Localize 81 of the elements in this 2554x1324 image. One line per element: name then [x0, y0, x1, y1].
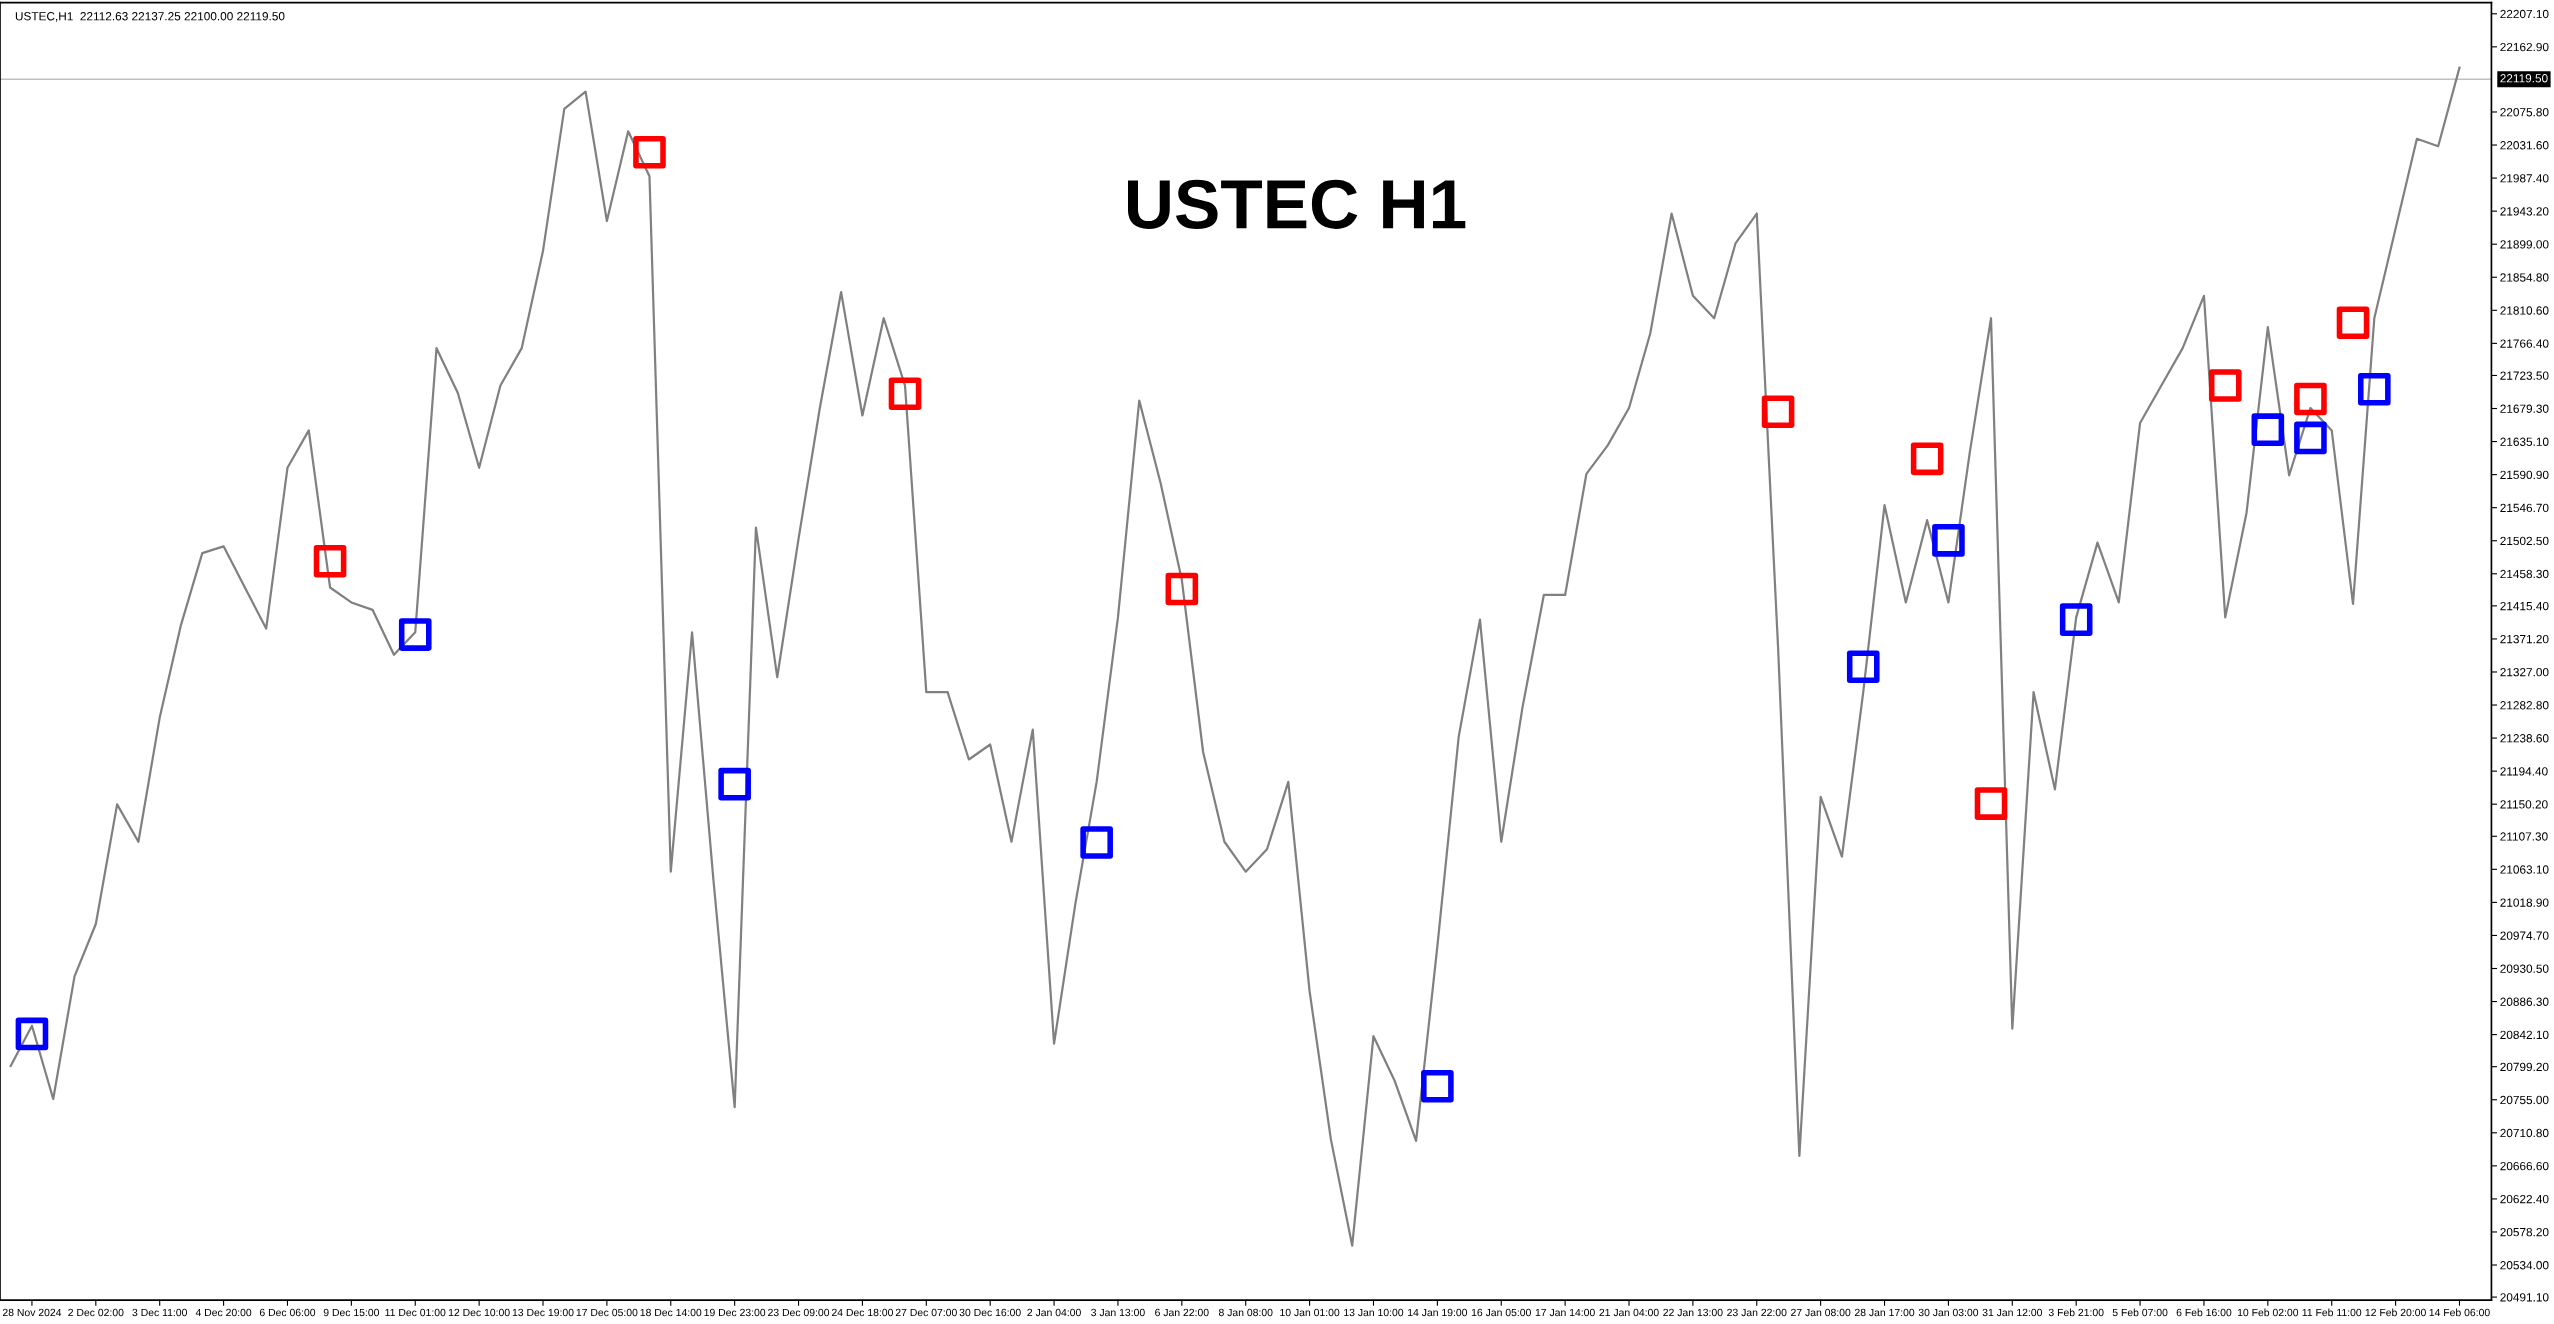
y-tick-label: 21107.30	[2500, 832, 2548, 841]
y-tick-label: 20974.70	[2500, 931, 2549, 940]
y-tick-label: 20622.40	[2500, 1194, 2549, 1204]
y-tick-label: 21282.80	[2500, 701, 2549, 710]
y-tick-label: 20578.20	[2500, 1228, 2549, 1237]
y-tick-label: 20799.20	[2500, 1062, 2549, 1072]
y-tick-label: 21238.60	[2500, 734, 2549, 743]
y-tick-label: 21546.70	[2500, 503, 2549, 513]
x-tick-label: 6 Feb 16:00	[2176, 1308, 2232, 1317]
annotation: USTEC,H1 22112.63 22137.25 22100.00 22119.50	[15, 12, 285, 22]
y-tick-label: 20930.50	[2500, 964, 2549, 973]
text: USTEC H1	[1128, 179, 1466, 229]
x-tick-label: 17 Jan 14:00	[1535, 1308, 1595, 1317]
x-tick-label: 8 Jan 08:00	[1218, 1308, 1273, 1317]
x-tick-label: 24 Dec 18:00	[831, 1308, 893, 1317]
x-tick-label: 2 Dec 02:00	[68, 1308, 124, 1317]
x-tick-label: 3 Dec 11:00	[132, 1308, 187, 1317]
x-tick-label: 2 Jan 04:00	[1027, 1308, 1081, 1317]
y-tick-label: 21502.50	[2500, 536, 2549, 546]
y-tick-label: 20491.10	[2500, 1293, 2549, 1302]
x-tick-label: 31 Jan 12:00	[1982, 1308, 2043, 1317]
y-tick-label: 22162.90	[2500, 42, 2549, 52]
x-tick-label: 3 Jan 13:00	[1091, 1308, 1145, 1317]
y-tick-label: 20534.00	[2500, 1261, 2549, 1270]
y-tick-label: 21415.40	[2500, 601, 2549, 611]
x-tick-label: 17 Dec 05:00	[576, 1308, 638, 1317]
x-tick-label: 23 Dec 09:00	[768, 1308, 830, 1317]
y-tick-label: 21987.40	[2500, 174, 2549, 183]
x-tick-label: 28 Jan 17:00	[1854, 1308, 1915, 1317]
x-tick-label: 13 Dec 19:00	[512, 1308, 574, 1317]
y-tick-label: 21590.90	[2500, 470, 2549, 480]
y-tick-label: 21723.50	[2500, 371, 2549, 380]
x-tick-label: 30 Jan 03:00	[1918, 1308, 1979, 1317]
x-tick-label: 19 Dec 23:00	[704, 1308, 766, 1317]
x-tick-label: 11 Feb 11:00	[2302, 1308, 2362, 1317]
y-tick-label: 21943.20	[2500, 207, 2549, 216]
y-tick-label: 20710.80	[2500, 1128, 2549, 1138]
y-tick-label: 21854.80	[2500, 273, 2549, 282]
x-tick-label: 11 Dec 01:00	[385, 1308, 446, 1317]
x-tick-label: 10 Jan 01:00	[1280, 1308, 1340, 1317]
x-tick-label: 14 Feb 06:00	[2429, 1308, 2490, 1317]
x-tick-label: 12 Dec 10:00	[448, 1308, 510, 1317]
x-tick-label: 27 Jan 08:00	[1791, 1308, 1851, 1317]
x-tick-label: 6 Dec 06:00	[259, 1308, 316, 1317]
y-tick-label: 21679.30	[2500, 404, 2549, 413]
y-tick-label: 20886.30	[2500, 997, 2549, 1006]
y-tick-label: 22031.60	[2500, 141, 2549, 150]
x-tick-label: 16 Jan 05:00	[1471, 1308, 1531, 1317]
x-tick-label: 27 Dec 07:00	[895, 1308, 957, 1317]
y-tick-label: 21194.40	[2500, 767, 2548, 776]
y-tick-label: 21899.00	[2500, 240, 2549, 249]
y-tick-label: 20666.60	[2500, 1161, 2549, 1171]
x-tick-label: 6 Jan 22:00	[1155, 1308, 1209, 1317]
y-tick-label: 20755.00	[2500, 1095, 2549, 1105]
x-tick-label: 10 Feb 02:00	[2237, 1308, 2299, 1317]
y-tick-label: 21810.60	[2500, 306, 2549, 315]
y-tick-label: 21150.20	[2500, 800, 2548, 809]
y-tick-label: 21063.10	[2500, 865, 2549, 874]
x-tick-label: 5 Feb 07:00	[2112, 1308, 2168, 1317]
x-tick-label: 18 Dec 14:00	[640, 1308, 702, 1317]
y-tick-label: 21766.40	[2500, 339, 2549, 348]
x-tick-label: 21 Jan 04:00	[1599, 1308, 1659, 1317]
x-tick-label: 14 Jan 19:00	[1408, 1308, 1468, 1317]
y-tick-label: 21018.90	[2500, 898, 2549, 907]
x-tick-label: 30 Dec 16:00	[959, 1308, 1021, 1317]
x-tick-label: 13 Jan 10:00	[1344, 1308, 1404, 1317]
y-tick-label: 21371.20	[2500, 634, 2549, 644]
x-tick-label: 3 Feb 21:00	[2048, 1308, 2104, 1317]
x-tick-label: 9 Dec 15:00	[323, 1308, 380, 1317]
x-tick-label: 28 Nov 2024	[2, 1308, 62, 1317]
y-tick-label: 21458.30	[2500, 569, 2549, 579]
x-tick-label: 12 Feb 20:00	[2365, 1308, 2426, 1317]
y-tick-label: 22207.10	[2500, 9, 2549, 19]
y-tick-label: 21635.10	[2500, 437, 2549, 446]
y-tick-label: 21327.00	[2500, 668, 2549, 677]
y-tick-label: 20842.10	[2500, 1030, 2549, 1039]
x-tick-label: 22 Jan 13:00	[1663, 1308, 1723, 1317]
ref-line-label: 22119.50	[2500, 74, 2548, 83]
x-tick-label: 4 Dec 20:00	[195, 1308, 252, 1317]
x-tick-label: 23 Jan 22:00	[1727, 1308, 1787, 1317]
y-tick-label: 22075.80	[2500, 108, 2549, 117]
